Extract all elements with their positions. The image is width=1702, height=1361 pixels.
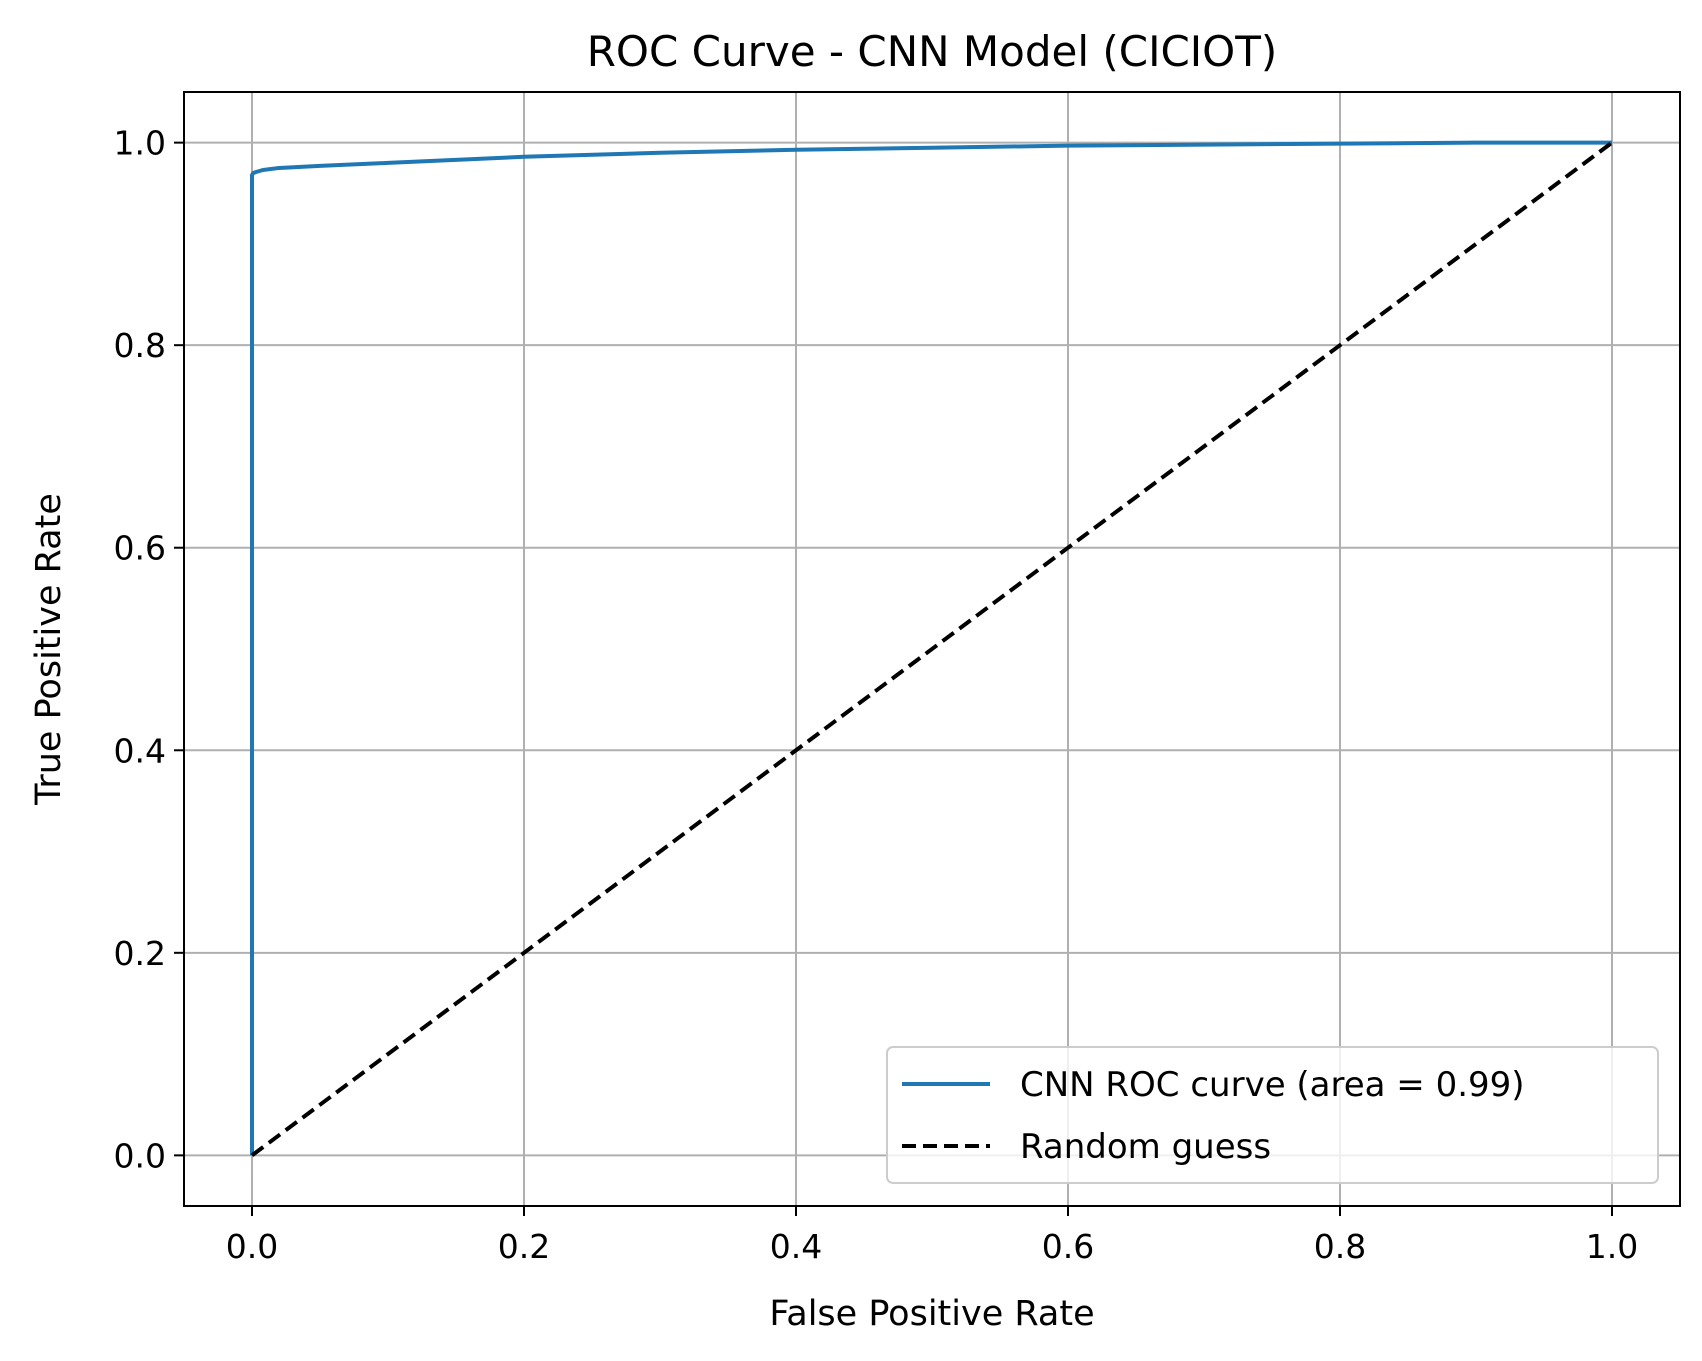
series-line-cnn-roc (250, 140, 1612, 1156)
y-tick-label-5: 1.0 (114, 124, 166, 163)
plot-area-frame (183, 91, 1681, 1207)
chart-title: ROC Curve - CNN Model (CICIOT) (587, 27, 1278, 76)
x-tick-label-5: 1.0 (1586, 1227, 1638, 1266)
series-layer (250, 140, 1614, 1157)
y-tick-label-0: 0.0 (114, 1136, 166, 1175)
y-tick-label-4: 0.8 (114, 326, 166, 365)
y-tick-label-3: 0.6 (114, 529, 166, 568)
x-tick-label-2: 0.4 (770, 1227, 822, 1266)
legend-label-cnn-roc: CNN ROC curve (area = 0.99) (1020, 1065, 1525, 1105)
ticks: 0.0 0.2 0.4 0.6 0.8 1.0 0.0 0.2 0.4 0.6 0.8 1.0 (114, 124, 1639, 1266)
x-tick-label-0: 0.0 (226, 1227, 278, 1266)
y-tick-label-2: 0.4 (114, 731, 166, 770)
x-tick-label-1: 0.2 (498, 1227, 550, 1266)
y-axis-label: True Positive Rate (29, 493, 69, 806)
legend-box (886, 1046, 1659, 1184)
x-tick-label-4: 0.8 (1314, 1227, 1366, 1266)
legend: CNN ROC curve (area = 0.99) Random guess (886, 1046, 1659, 1184)
series-line-random-guess (250, 141, 1614, 1157)
x-axis-label: False Positive Rate (769, 1294, 1094, 1334)
legend-label-random-guess: Random guess (1020, 1127, 1271, 1167)
x-tick-label-3: 0.6 (1042, 1227, 1094, 1266)
y-tick-label-1: 0.2 (114, 934, 166, 973)
